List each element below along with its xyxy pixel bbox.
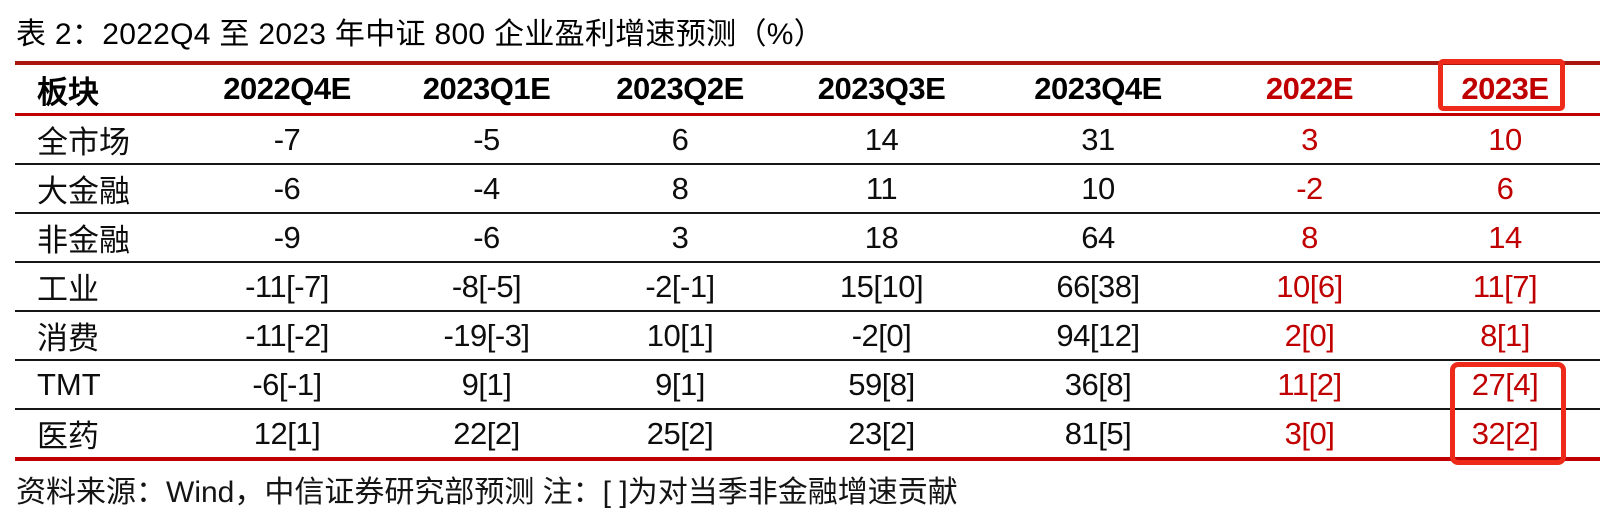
cell-2022q4e: -6[-1] xyxy=(185,360,389,410)
col-header-2023q1e: 2023Q1E xyxy=(389,63,584,116)
cell-2023q2e: 6 xyxy=(584,114,776,165)
table-header-row: 板块 2022Q4E 2023Q1E 2023Q2E 2023Q3E 2023Q… xyxy=(15,63,1600,116)
table-body: 全市场 -7 -5 6 14 31 3 10 大金融 -6 -4 8 11 10 -2 6 非金融 -9 -6 3 18… xyxy=(15,114,1600,461)
table-row: TMT -6[-1] 9[1] 9[1] 59[8] 36[8] 11[2] 27[4] xyxy=(15,360,1600,410)
col-header-2023e: 2023E xyxy=(1410,63,1600,116)
row-label: 大金融 xyxy=(15,164,185,214)
cell-2023e: 32[2] xyxy=(1410,409,1600,461)
cell-2023q1e: -8[-5] xyxy=(389,262,584,312)
table-row: 医药 12[1] 22[2] 25[2] 23[2] 81[5] 3[0] 32[2] xyxy=(15,409,1600,461)
cell-2022q4e: -11[-2] xyxy=(185,311,389,361)
cell-2023q4e: 81[5] xyxy=(987,409,1209,461)
row-label: TMT xyxy=(15,360,185,410)
cell-2023e: 10 xyxy=(1410,114,1600,165)
cell-2023e: 14 xyxy=(1410,213,1600,263)
cell-2022q4e: -9 xyxy=(185,213,389,263)
cell-2023q1e: -6 xyxy=(389,213,584,263)
table-row: 全市场 -7 -5 6 14 31 3 10 xyxy=(15,114,1600,165)
cell-2022e: 8 xyxy=(1209,213,1410,263)
cell-2023q3e: 14 xyxy=(776,114,987,165)
cell-2023q1e: -4 xyxy=(389,164,584,214)
cell-2023q4e: 94[12] xyxy=(987,311,1209,361)
cell-2023q3e: -2[0] xyxy=(776,311,987,361)
source-note: 资料来源：Wind，中信证券研究部预测 注：[ ]为对当季非金融增速贡献 xyxy=(16,476,958,509)
cell-2023e: 8[1] xyxy=(1410,311,1600,361)
cell-2023q4e: 64 xyxy=(987,213,1209,263)
cell-2022q4e: -11[-7] xyxy=(185,262,389,312)
col-header-2022q4e: 2022Q4E xyxy=(185,63,389,116)
cell-2023q2e: 25[2] xyxy=(584,409,776,461)
cell-2023q4e: 10 xyxy=(987,164,1209,214)
row-label: 医药 xyxy=(15,409,185,461)
table-title: 表 2：2022Q4 至 2023 年中证 800 企业盈利增速预测（%） xyxy=(16,18,825,51)
table-row: 非金融 -9 -6 3 18 64 8 14 xyxy=(15,213,1600,263)
cell-2023q4e: 36[8] xyxy=(987,360,1209,410)
table-row: 大金融 -6 -4 8 11 10 -2 6 xyxy=(15,164,1600,214)
col-header-sector: 板块 xyxy=(15,63,185,116)
cell-2022e: 11[2] xyxy=(1209,360,1410,410)
col-header-2023q3e: 2023Q3E xyxy=(776,63,987,116)
cell-2023q4e: 31 xyxy=(987,114,1209,165)
table-row: 消费 -11[-2] -19[-3] 10[1] -2[0] 94[12] 2[0] 8[1] xyxy=(15,311,1600,361)
cell-2023q2e: 9[1] xyxy=(584,360,776,410)
row-label: 非金融 xyxy=(15,213,185,263)
cell-2023q3e: 59[8] xyxy=(776,360,987,410)
cell-2022e: 3[0] xyxy=(1209,409,1410,461)
row-label: 全市场 xyxy=(15,114,185,165)
row-label: 工业 xyxy=(15,262,185,312)
cell-2023q1e: -19[-3] xyxy=(389,311,584,361)
cell-2022e: 3 xyxy=(1209,114,1410,165)
row-label: 消费 xyxy=(15,311,185,361)
cell-2023q1e: 9[1] xyxy=(389,360,584,410)
table-row: 工业 -11[-7] -8[-5] -2[-1] 15[10] 66[38] 10[6] 11… xyxy=(15,262,1600,312)
cell-2023q3e: 15[10] xyxy=(776,262,987,312)
cell-2022q4e: -7 xyxy=(185,114,389,165)
cell-2022e: -2 xyxy=(1209,164,1410,214)
cell-2023q2e: 8 xyxy=(584,164,776,214)
cell-2023q3e: 11 xyxy=(776,164,987,214)
cell-2023e: 6 xyxy=(1410,164,1600,214)
cell-2023q3e: 23[2] xyxy=(776,409,987,461)
col-header-2023q2e: 2023Q2E xyxy=(584,63,776,116)
col-header-2023q4e: 2023Q4E xyxy=(987,63,1209,116)
cell-2022e: 2[0] xyxy=(1209,311,1410,361)
cell-2022q4e: -6 xyxy=(185,164,389,214)
col-header-2022e: 2022E xyxy=(1209,63,1410,116)
cell-2023q1e: -5 xyxy=(389,114,584,165)
cell-2023q4e: 66[38] xyxy=(987,262,1209,312)
cell-2023q2e: 3 xyxy=(584,213,776,263)
cell-2023q2e: 10[1] xyxy=(584,311,776,361)
cell-2023q1e: 22[2] xyxy=(389,409,584,461)
cell-2022e: 10[6] xyxy=(1209,262,1410,312)
cell-2023e: 11[7] xyxy=(1410,262,1600,312)
cell-2022q4e: 12[1] xyxy=(185,409,389,461)
cell-2023q2e: -2[-1] xyxy=(584,262,776,312)
forecast-table: 板块 2022Q4E 2023Q1E 2023Q2E 2023Q3E 2023Q… xyxy=(15,61,1600,461)
forecast-table-wrap: 板块 2022Q4E 2023Q1E 2023Q2E 2023Q3E 2023Q… xyxy=(15,61,1600,461)
cell-2023q3e: 18 xyxy=(776,213,987,263)
cell-2023e: 27[4] xyxy=(1410,360,1600,410)
